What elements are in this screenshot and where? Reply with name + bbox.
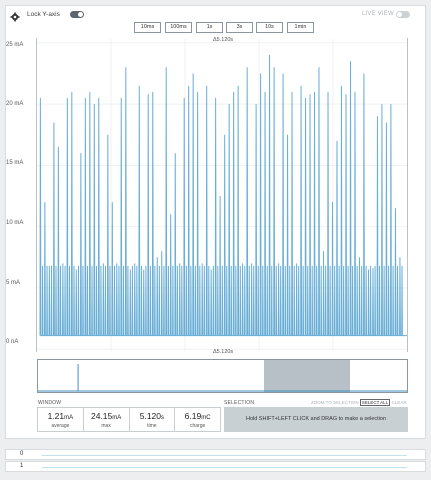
current-trace-line: [39, 55, 407, 337]
live-view-label: LIVE VIEW: [362, 11, 394, 17]
bottom-time-label: Δ5.120s: [213, 349, 234, 355]
stat-value: 24.15: [90, 411, 113, 421]
selection-header: SELECTION: [224, 400, 255, 406]
stat-label: time: [147, 423, 157, 429]
y-tick-label: 5 mA: [6, 280, 21, 286]
y-tick-label: 25 mA: [6, 42, 24, 48]
stat-average: 1.21mA average: [38, 408, 84, 431]
window-3s-button[interactable]: 3s: [226, 22, 253, 33]
stat-max: 24.15mA max: [84, 408, 130, 431]
selection-hint-box[interactable]: Hold SHIFT+LEFT CLICK and DRAG to make a…: [224, 407, 408, 432]
y-tick-label: 10 mA: [6, 220, 24, 226]
stat-unit: mA: [64, 415, 74, 421]
stat-value: 1.21: [47, 411, 65, 421]
digital-channel-row: 1: [5, 461, 426, 472]
toggle-knob: [397, 12, 402, 17]
digital-channel-trace: [42, 455, 407, 456]
stat-time: 5.120s time: [130, 408, 176, 431]
live-view-toggle[interactable]: [396, 11, 410, 18]
gear-icon[interactable]: [10, 12, 20, 22]
digital-channel-label: 1: [20, 463, 24, 469]
digital-channel-row: 0: [5, 449, 426, 460]
stat-label: charge: [189, 423, 206, 429]
window-header: WINDOW: [38, 400, 62, 406]
window-10s-button[interactable]: 10s: [256, 22, 283, 33]
window-1min-button[interactable]: 1min: [287, 22, 314, 33]
minimap[interactable]: [37, 359, 408, 393]
digital-channel-trace: [42, 467, 407, 468]
lock-y-axis-label: Lock Y-axis: [27, 11, 60, 18]
toggle-knob: [78, 12, 83, 17]
stat-value: 5.120: [139, 411, 162, 421]
window-100ms-button[interactable]: 100ms: [165, 22, 192, 33]
stat-label: average: [51, 423, 70, 429]
stat-unit: mC: [201, 415, 211, 421]
stat-unit: s: [161, 415, 165, 421]
stat-label: max: [101, 423, 111, 429]
top-time-label: Δ5.120s: [213, 37, 234, 43]
window-stats: 1.21mA average 24.15mA max 5.120s time 6…: [37, 407, 221, 432]
minimap-selection-window[interactable]: [264, 360, 350, 392]
selection-links: ZOOM TO SELECTION SELECT ALL CLEAR: [311, 399, 407, 406]
y-tick-label: 20 mA: [6, 101, 24, 107]
zoom-to-selection-link[interactable]: ZOOM TO SELECTION: [311, 400, 359, 405]
stat-value: 6.19: [184, 411, 202, 421]
y-tick-label: 0 nA: [6, 339, 19, 345]
stat-charge: 6.19mC charge: [175, 408, 220, 431]
select-all-button[interactable]: SELECT ALL: [359, 399, 391, 406]
current-chart[interactable]: [36, 38, 408, 352]
window-1s-button[interactable]: 1s: [196, 22, 223, 33]
window-10ms-button[interactable]: 10ms: [134, 22, 161, 33]
clear-link[interactable]: CLEAR: [391, 400, 407, 405]
digital-channel-label: 0: [20, 451, 24, 457]
stat-unit: mA: [112, 415, 122, 421]
lock-y-axis-toggle[interactable]: [70, 11, 84, 18]
y-tick-label: 15 mA: [6, 160, 24, 166]
